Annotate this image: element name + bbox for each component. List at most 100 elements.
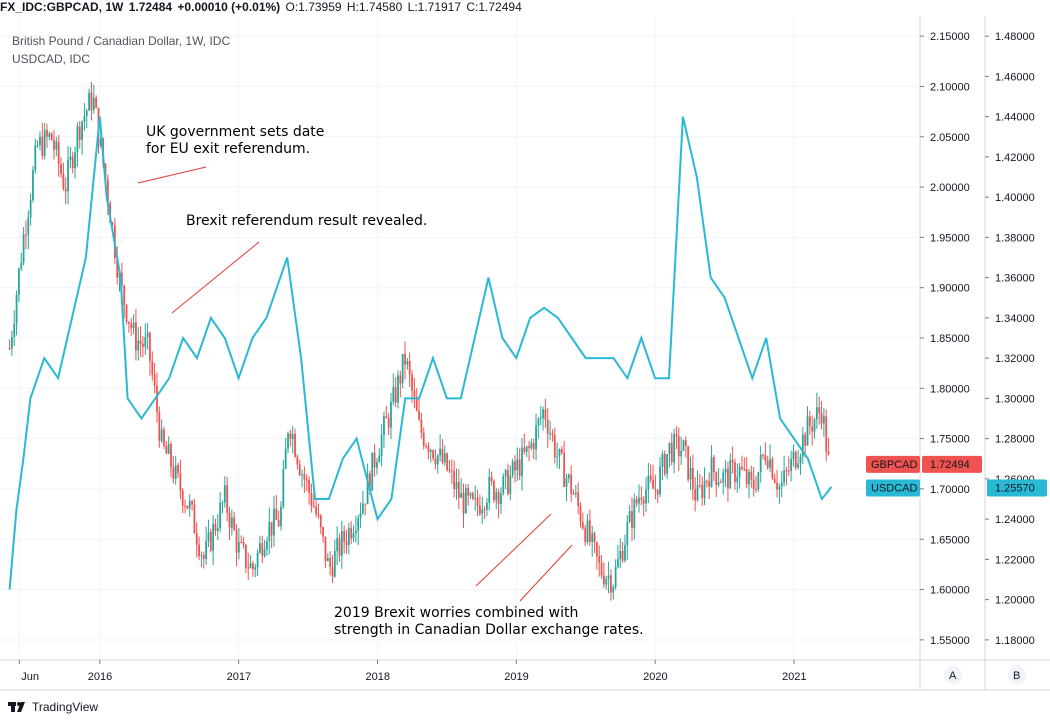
gbpcad-candle-body — [390, 401, 392, 428]
gbpcad-candle-body — [282, 468, 285, 507]
gbpcad-candle-body — [20, 262, 23, 269]
tradingview-brand: TradingView — [32, 700, 99, 714]
gbpcad-candle-body — [612, 586, 615, 593]
gbpcad-candle-body — [759, 454, 762, 473]
gbpcad-candle-body — [387, 418, 390, 428]
usdcad-tick-label: 1.18000 — [995, 635, 1035, 647]
gbpcad-candle-body — [142, 343, 144, 347]
gbpcad-candle-body — [450, 470, 453, 472]
gbpcad-candle-body — [675, 434, 678, 437]
gbpcad-candle-body — [518, 459, 521, 477]
gbpcad-candle-body — [551, 433, 554, 436]
usdcad-tick-label: 1.32000 — [995, 353, 1035, 365]
gbpcad-candle-body — [743, 469, 746, 471]
gbpcad-candle-body — [546, 419, 549, 434]
gbpcad-candle-body — [808, 416, 811, 427]
gbpcad-candle-body — [462, 493, 465, 514]
gbpcad-candle-body — [514, 461, 516, 471]
gbpcad-price-axis[interactable]: 2.15000 2.10000 2.05000 2.00000 1.95000 1.900… — [920, 31, 970, 647]
scale-button-a-label: A — [949, 670, 957, 682]
gbpcad-candle-body — [705, 480, 708, 482]
tradingview-logo[interactable]: TradingView — [8, 700, 98, 714]
gbpcad-candle-body — [8, 348, 11, 350]
gbpcad-candle-body — [329, 557, 332, 567]
gbpcad-candle-body — [794, 451, 797, 468]
gbpcad-candle-body — [191, 501, 193, 505]
gbpcad-candle-body — [270, 521, 273, 536]
gbpcad-candle-body — [106, 179, 109, 204]
main-series-title[interactable]: British Pound / Canadian Dollar, 1W, IDC — [12, 34, 231, 48]
gbpcad-candle-body — [41, 136, 44, 156]
annotation-lines — [137, 166, 573, 602]
gbpcad-candle-body — [729, 460, 732, 489]
gbpcad-candle-body — [298, 464, 301, 475]
gbpcad-candle-body — [640, 497, 643, 500]
gbpcad-candle-body — [291, 433, 294, 439]
symbol-name[interactable]: FX_IDC:GBPCAD, 1W — [0, 0, 124, 14]
gbpcad-candle-body — [516, 459, 519, 471]
gbpcad-candle-body — [202, 555, 205, 560]
gbpcad-candle-body — [600, 562, 603, 576]
legend: British Pound / Canadian Dollar, 1W, IDC… — [12, 32, 230, 68]
gbpcad-candle-body — [521, 447, 523, 477]
gbpcad-candle-body — [535, 425, 537, 450]
gbpcad-candle-body — [76, 126, 79, 153]
gbpcad-candle-body — [446, 453, 449, 470]
gbpcad-candle-body — [415, 396, 418, 411]
gbpcad-candle-body — [502, 476, 505, 494]
gbpcad-candle-body — [621, 550, 624, 561]
gbpcad-candle-body — [160, 429, 163, 441]
gbpcad-candle-body — [673, 434, 676, 463]
scale-button-b[interactable]: B — [1008, 666, 1026, 684]
gbpcad-tick-label: 2.10000 — [930, 81, 970, 93]
gbpcad-candle-body — [326, 557, 329, 562]
gbpcad-candle-body — [418, 410, 420, 420]
gbpcad-candle-body — [787, 470, 790, 472]
gbpcad-candle-body — [226, 485, 229, 513]
secondary-series-title[interactable]: USDCAD, IDC — [12, 52, 91, 66]
gbpcad-candle-body — [825, 416, 828, 452]
usdcad-price-axis[interactable]: 1.48000 1.46000 1.44000 1.42000 1.40000 1.380… — [985, 31, 1035, 647]
gbpcad-candle-body — [532, 443, 535, 450]
gbpcad-candle-body — [205, 540, 208, 560]
gbpcad-candle-body — [453, 470, 456, 489]
gbpcad-candle-body — [605, 578, 608, 585]
gbpcad-candle-body — [443, 453, 446, 463]
gbpcad-candle-body — [457, 482, 460, 498]
scale-button-a[interactable]: A — [944, 666, 962, 684]
usdcad-tick-label: 1.34000 — [995, 313, 1035, 325]
gbpcad-candle-body — [820, 412, 823, 424]
gbpcad-candle-body — [256, 552, 259, 568]
gbpcad-candle-body — [53, 139, 55, 150]
gbpcad-candle-body — [731, 460, 734, 463]
gbpcad-candle-body — [369, 473, 371, 491]
gbpcad-candle-body — [254, 567, 257, 570]
gbpcad-candle-body — [647, 475, 650, 490]
gbpcad-candle-body — [745, 469, 748, 485]
gbpcad-candle-body — [111, 222, 114, 226]
annotation-pointer — [475, 513, 552, 587]
gbpcad-tick-label: 1.60000 — [930, 585, 970, 597]
annotation-3: 2019 Brexit worries combined with streng… — [334, 605, 644, 638]
gbpcad-candle-body — [778, 486, 781, 490]
gbpcad-candle-body — [813, 419, 816, 432]
gbpcad-candle-body — [350, 528, 353, 539]
gbpcad-candle-body — [244, 544, 247, 568]
gbpcad-candle-body — [371, 452, 374, 491]
gbpcad-candle-body — [741, 466, 743, 470]
gbpcad-candle-body — [806, 416, 809, 446]
gbpcad-candle-body — [85, 110, 88, 117]
gbpcad-candle-body — [584, 528, 587, 542]
gbpcad-candle-body — [252, 563, 254, 570]
gbpcad-candle-body — [785, 470, 788, 472]
gbpcad-candle-body — [343, 531, 346, 542]
gbpcad-candle-body — [15, 294, 18, 324]
gbpcad-candle-body — [67, 160, 69, 192]
gbpcad-candle-body — [64, 188, 67, 192]
gbpcad-candle-body — [617, 559, 619, 568]
gbpcad-candle-body — [635, 499, 638, 504]
gbpcad-candle-body — [46, 129, 48, 137]
time-axis[interactable]: Jun 2016 2017 2018 2019 2020 2021 — [18, 660, 806, 683]
gbpcad-tick-label: 1.65000 — [930, 534, 970, 546]
